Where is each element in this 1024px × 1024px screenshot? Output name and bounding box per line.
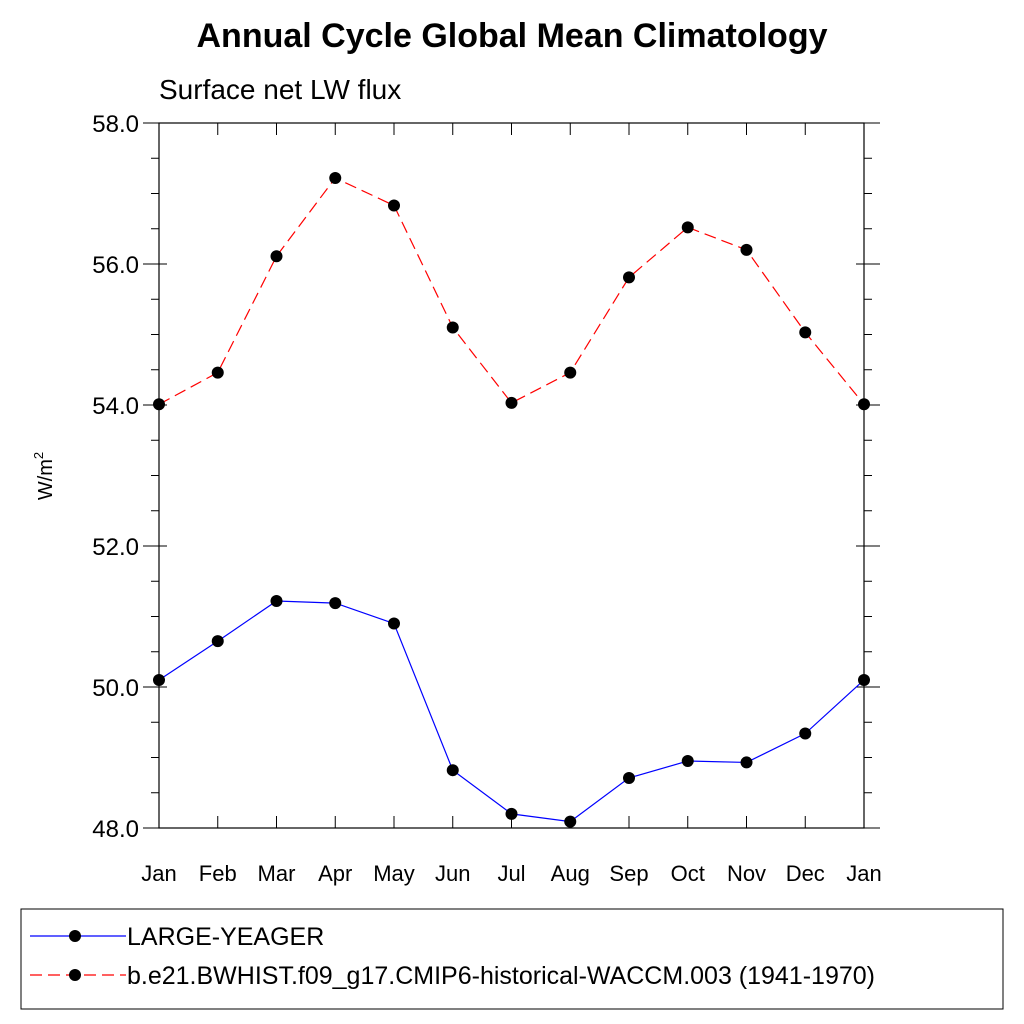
legend-marker-2	[69, 969, 81, 981]
series-1-point	[564, 815, 577, 828]
series-1-point	[153, 673, 165, 686]
x-tick-label: Oct	[671, 861, 705, 886]
chart-title: Annual Cycle Global Mean Climatology	[197, 17, 828, 55]
series-1-point	[858, 673, 870, 686]
series-line-2	[158, 177, 865, 405]
x-tick-labels: Jan Feb Mar Apr May Jun Jul Aug Sep Oct Nov Dec Jan	[141, 861, 881, 886]
x-tick-label: May	[373, 861, 415, 886]
x-tick-label: Dec	[786, 861, 825, 886]
series-2-point	[446, 321, 459, 334]
series-1-point	[623, 771, 635, 784]
series-line-1	[158, 600, 865, 823]
series-2-point	[740, 243, 753, 256]
y-tick-label: 54.0	[92, 393, 139, 420]
y-tick-label: 48.0	[92, 816, 139, 843]
axis-ticks	[143, 122, 880, 829]
series-2-point	[153, 398, 165, 411]
series-2-point	[329, 171, 342, 184]
series-1-point	[388, 617, 400, 630]
y-tick-label: 58.0	[92, 111, 139, 138]
legend-label-2: b.e21.BWHIST.f09_g17.CMIP6-historical-WA…	[127, 962, 875, 990]
series-1-point	[211, 635, 224, 648]
x-tick-label: Feb	[199, 861, 237, 886]
x-tick-label: Jun	[435, 861, 470, 886]
series-2-point	[564, 366, 577, 379]
series-2-point	[388, 199, 400, 212]
y-axis-label: W/m2	[31, 452, 57, 500]
x-tick-label: Jul	[497, 861, 525, 886]
y-tick-label: 50.0	[92, 675, 139, 702]
x-tick-label: Nov	[727, 861, 766, 886]
series-2-point	[681, 221, 694, 234]
y-axis-label-text: W/m	[35, 459, 57, 500]
series-2-point	[623, 271, 635, 284]
legend-label-1: LARGE-YEAGER	[127, 923, 324, 951]
series-1-point	[799, 727, 812, 740]
series-1-point	[505, 807, 518, 820]
x-tick-label: Jan	[141, 861, 176, 886]
series-layer	[153, 171, 870, 828]
svg-text:W/m2: W/m2	[31, 452, 57, 500]
y-tick-labels: 48.0 50.0 52.0 54.0 56.0 58.0	[92, 111, 139, 843]
legend-marker-1	[69, 930, 81, 942]
x-tick-label: Aug	[551, 861, 590, 886]
x-tick-label: Mar	[258, 861, 296, 886]
series-2-point	[270, 250, 283, 263]
legend: LARGE-YEAGER b.e21.BWHIST.f09_g17.CMIP6-h…	[20, 908, 1004, 1010]
legend-box	[20, 908, 1004, 1010]
series-1-point	[270, 594, 283, 607]
y-tick-label: 52.0	[92, 534, 139, 561]
series-2-point	[211, 366, 224, 379]
x-tick-label: Sep	[609, 861, 648, 886]
x-tick-label: Jan	[846, 861, 881, 886]
y-tick-label: 56.0	[92, 252, 139, 279]
chart-subtitle: Surface net LW flux	[159, 74, 401, 105]
plot-frame	[158, 122, 865, 829]
series-1-point	[681, 755, 694, 768]
series-1-point	[446, 764, 459, 777]
x-tick-label: Apr	[318, 861, 352, 886]
series-2-point	[799, 326, 812, 339]
series-2-point	[505, 396, 518, 409]
series-2-point	[858, 398, 870, 411]
series-1-point	[740, 756, 753, 769]
legend-items: LARGE-YEAGER b.e21.BWHIST.f09_g17.CMIP6-h…	[30, 923, 875, 990]
y-axis-label-superscript: 2	[31, 452, 46, 459]
series-1-point	[329, 597, 342, 610]
